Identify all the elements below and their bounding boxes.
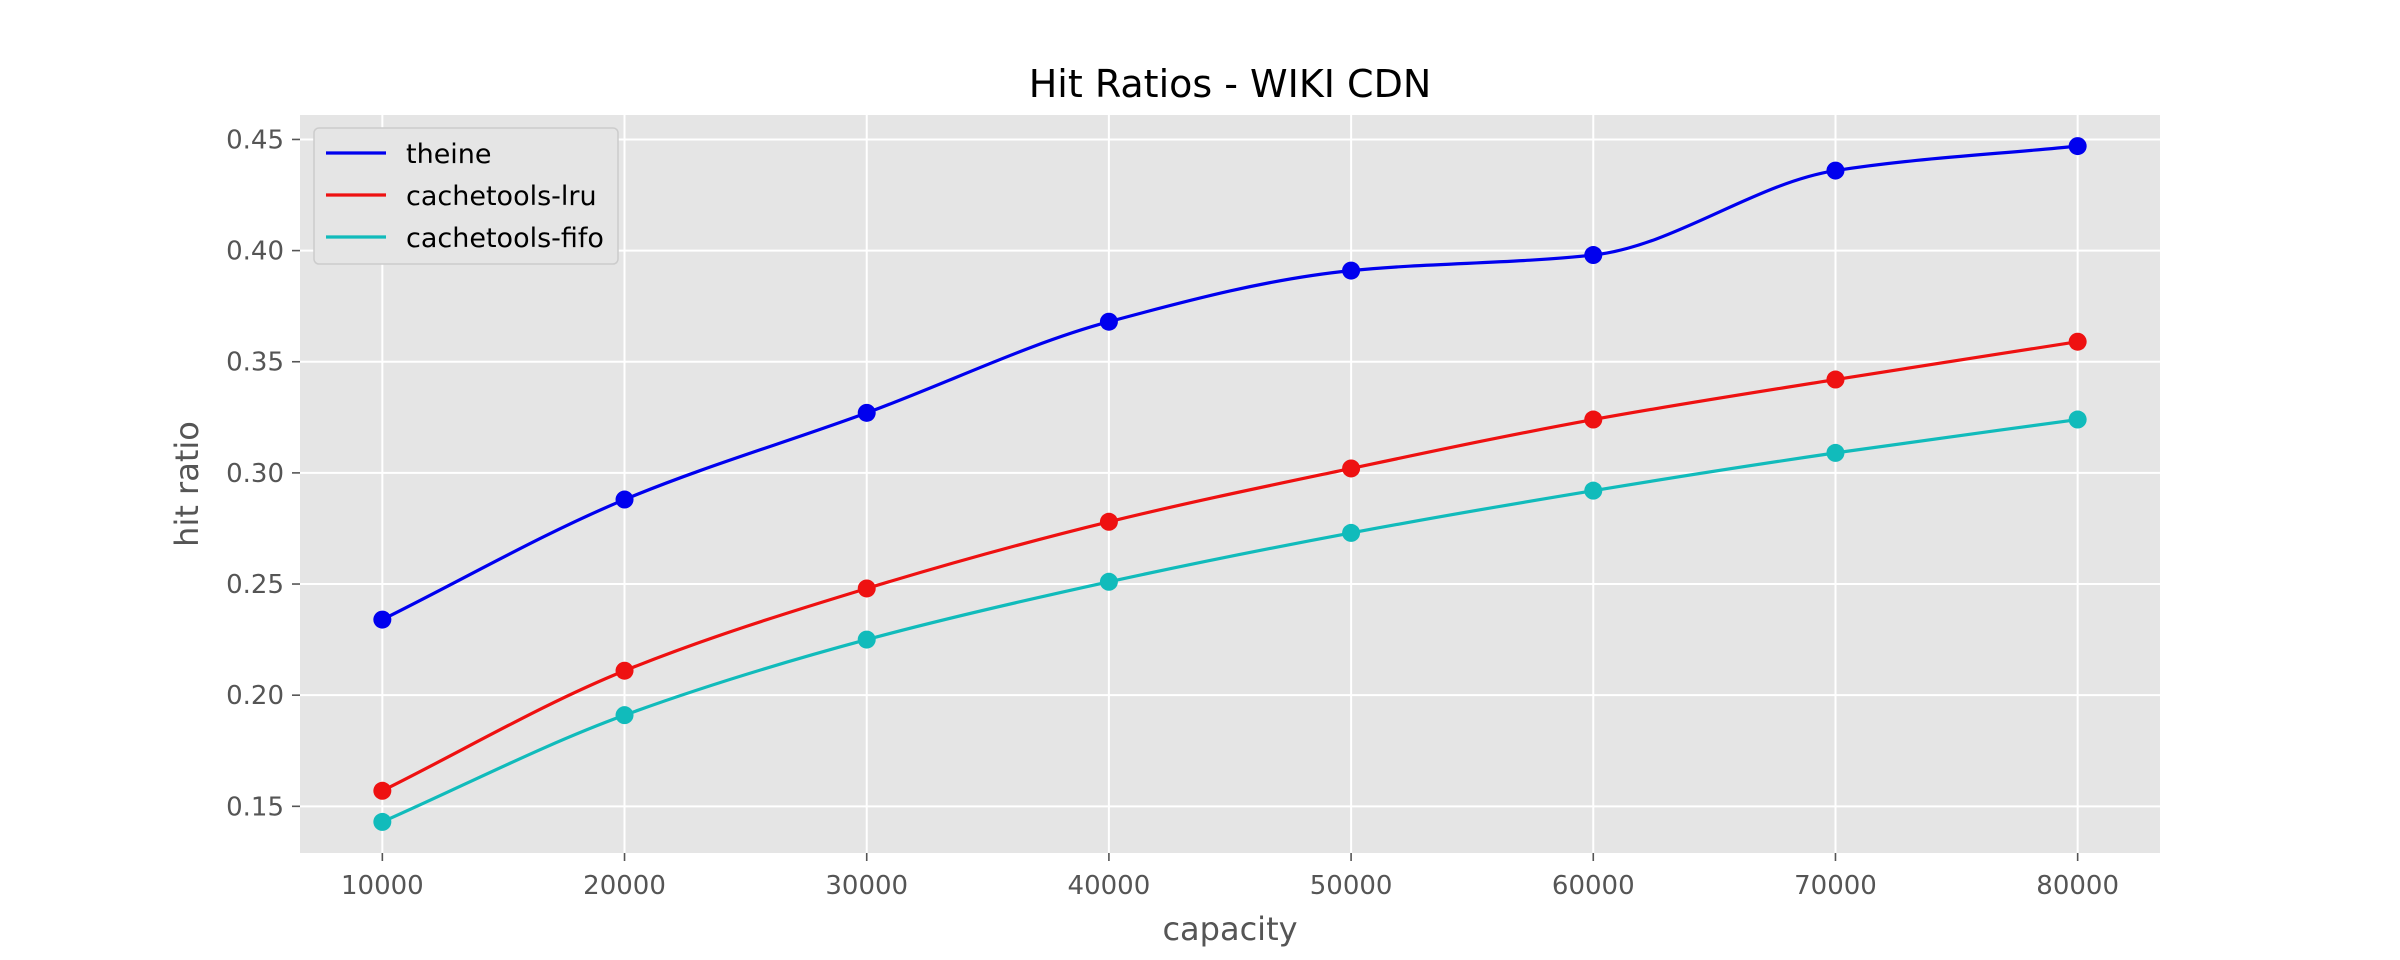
x-axis-label: capacity xyxy=(1162,910,1297,948)
data-point-cachetools-lru xyxy=(373,781,392,800)
data-point-cachetools-fifo xyxy=(1584,481,1603,500)
data-point-cachetools-lru xyxy=(615,661,634,680)
data-point-theine xyxy=(615,490,634,509)
chart-title: Hit Ratios - WIKI CDN xyxy=(1029,62,1432,106)
x-tick-label: 40000 xyxy=(1068,871,1151,901)
x-tick-label: 20000 xyxy=(583,871,666,901)
data-point-cachetools-lru xyxy=(1342,459,1361,478)
data-point-cachetools-fifo xyxy=(2068,410,2087,429)
data-point-theine xyxy=(373,610,392,629)
data-point-cachetools-fifo xyxy=(615,706,634,725)
data-point-cachetools-fifo xyxy=(1342,523,1361,542)
data-point-theine xyxy=(1342,261,1361,280)
x-tick-label: 50000 xyxy=(1310,871,1393,901)
data-point-theine xyxy=(1584,246,1603,265)
data-point-cachetools-fifo xyxy=(1826,443,1845,462)
legend-label-cachetools-fifo: cachetools-fifo xyxy=(406,223,604,254)
series-line-cachetools-fifo xyxy=(381,417,2078,824)
data-point-theine xyxy=(2068,137,2087,156)
y-tick-label: 0.20 xyxy=(226,681,284,711)
series-line-cachetools-lru xyxy=(381,340,2078,793)
data-point-cachetools-lru xyxy=(1826,370,1845,389)
x-tick-label: 10000 xyxy=(341,871,424,901)
y-tick-label: 0.25 xyxy=(226,570,284,600)
y-tick-label: 0.45 xyxy=(226,125,284,155)
data-point-cachetools-fifo xyxy=(373,812,392,831)
y-tick-label: 0.40 xyxy=(226,237,284,267)
data-point-theine xyxy=(1826,161,1845,180)
x-axis: 10000 20000 30000 40000 50000 60000 70000 80000 xyxy=(341,853,2119,901)
data-point-cachetools-fifo xyxy=(857,630,876,649)
data-point-cachetools-lru xyxy=(857,579,876,598)
y-tick-label: 0.30 xyxy=(226,459,284,489)
y-tick-label: 0.15 xyxy=(226,792,284,822)
data-point-cachetools-lru xyxy=(2068,332,2087,351)
data-point-theine xyxy=(857,403,876,422)
y-axis: 0.15 0.20 0.25 0.30 0.35 0.40 0.45 xyxy=(226,125,300,822)
legend-label-cachetools-lru: cachetools-lru xyxy=(406,181,597,212)
data-point-theine xyxy=(1099,312,1118,331)
x-tick-label: 60000 xyxy=(1552,871,1635,901)
x-tick-label: 70000 xyxy=(1794,871,1877,901)
series-markers xyxy=(373,137,2087,831)
legend-box xyxy=(313,127,619,265)
y-tick-label: 0.35 xyxy=(226,348,284,378)
y-axis-label: hit ratio xyxy=(168,421,206,547)
x-tick-label: 80000 xyxy=(2036,871,2119,901)
legend: theine cachetools-lru cachetools-fifo xyxy=(313,127,619,265)
x-tick-label: 30000 xyxy=(825,871,908,901)
series-lines xyxy=(381,144,2078,824)
data-point-cachetools-lru xyxy=(1584,410,1603,429)
legend-label-theine: theine xyxy=(406,139,492,170)
data-point-cachetools-fifo xyxy=(1099,572,1118,591)
series-line-theine xyxy=(381,144,2078,622)
data-point-cachetools-lru xyxy=(1099,512,1118,531)
